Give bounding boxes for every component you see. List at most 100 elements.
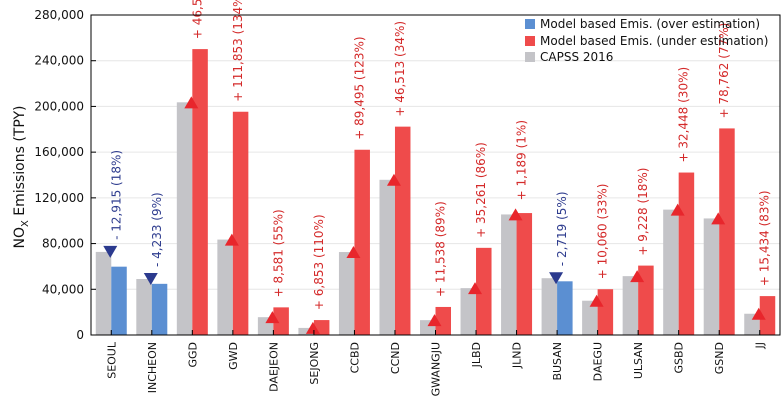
bar-model-ggd xyxy=(192,49,208,335)
y-tick-label: 240,000 xyxy=(34,54,84,68)
bar-capss-daegu xyxy=(582,300,598,335)
bar-model-ulsan xyxy=(638,265,654,335)
marker-incheon xyxy=(143,273,158,285)
marker-seoul xyxy=(103,245,118,258)
bar-capss-gsnd xyxy=(703,218,720,335)
marker-gsnd xyxy=(711,212,726,225)
annotation-sejong: + 6,853 (110%) xyxy=(312,214,326,310)
y-tick-label: 280,000 xyxy=(34,8,84,22)
bar-model-daejeon xyxy=(273,307,289,335)
x-tick-label: DAEJEON xyxy=(267,342,280,392)
x-tick-label: DAEGU xyxy=(592,342,605,381)
y-tick-label: 0 xyxy=(76,328,84,342)
marker-ulsan xyxy=(630,270,645,283)
marker-ccbd xyxy=(346,246,361,259)
bar-capss-seoul xyxy=(95,251,112,335)
annotation-incheon: - 4,233 (9%) xyxy=(150,192,164,267)
annotation-gwd: + 111,853 (134%) xyxy=(231,0,245,102)
legend-label-over: Model based Emis. (over estimation) xyxy=(540,17,760,31)
bar-capss-ulsan xyxy=(622,276,639,335)
bar-model-ccbd xyxy=(354,149,370,335)
annotation-gsnd: + 78,762 (77%) xyxy=(717,23,731,119)
y-tick-label: 40,000 xyxy=(42,282,84,296)
marker-daegu xyxy=(589,294,604,307)
bar-model-jj xyxy=(759,296,776,335)
markers xyxy=(103,96,766,334)
marker-busan xyxy=(549,272,564,285)
bars xyxy=(95,49,776,335)
bar-model-gwd xyxy=(232,111,249,335)
x-tick-label: GSBD xyxy=(673,342,686,374)
x-tick-label: INCHEON xyxy=(146,342,159,393)
legend-label-capss: CAPSS 2016 xyxy=(540,50,613,64)
marker-gsbd xyxy=(670,203,685,216)
bar-capss-jlnd xyxy=(501,214,517,335)
annotation-jlbd: + 35,261 (86%) xyxy=(474,142,488,238)
y-axis-label-rest: Emissions (TPY) xyxy=(12,105,28,220)
y-tick-label: 80,000 xyxy=(42,237,84,251)
marker-daejeon xyxy=(265,311,280,324)
bar-capss-jlbd xyxy=(460,288,477,335)
legend-label-under: Model based Emis. (under estimation) xyxy=(540,34,768,48)
annotation-gwangju: + 11,538 (89%) xyxy=(434,201,448,297)
x-tick-label: CCND xyxy=(389,342,402,374)
bar-model-jlbd xyxy=(476,247,492,335)
x-tick-label: SEOUL xyxy=(105,341,118,379)
annotation-jlnd: + 1,189 (1%) xyxy=(515,120,529,200)
marker-jlnd xyxy=(508,208,523,221)
bar-model-gwangju xyxy=(435,306,451,335)
bar-model-jlnd xyxy=(516,213,533,335)
bar-capss-sejong xyxy=(298,327,314,335)
bar-capss-ggd xyxy=(176,102,193,335)
bar-model-ccnd xyxy=(394,126,411,335)
bar-capss-busan xyxy=(541,278,558,335)
x-tick-label: GSND xyxy=(713,342,726,374)
y-axis-label-subscript: X xyxy=(20,220,31,227)
annotation-busan: - 2,719 (5%) xyxy=(555,191,569,266)
x-tick-label: JLND xyxy=(511,342,524,369)
annotation-ccnd: + 46,513 (34%) xyxy=(393,21,407,117)
bar-model-seoul xyxy=(111,266,127,335)
x-tick-label: GGD xyxy=(186,342,199,368)
annotation-ccbd: + 89,495 (123%) xyxy=(352,36,366,139)
bar-capss-gsbd xyxy=(663,209,679,335)
bar-model-busan xyxy=(557,281,573,335)
marker-gwangju xyxy=(427,314,442,327)
marker-sejong xyxy=(305,321,320,334)
x-tick-label: CCBD xyxy=(348,342,361,373)
marker-jj xyxy=(751,307,766,320)
y-tick-label: 160,000 xyxy=(34,145,84,159)
marker-gwd xyxy=(224,233,239,246)
bar-capss-gwd xyxy=(217,239,233,335)
x-ticks: SEOUL INCHEON GGD GWD DAEJEON SEJONG CCBD CCND G… xyxy=(105,330,767,396)
annotations: - 12,915 (18%) - 4,233 (9%) + 46,562 (23%)… xyxy=(109,0,771,310)
legend-swatch-capss xyxy=(525,52,535,62)
y-axis-label: NOX Emissions (TPY) xyxy=(12,105,31,248)
bar-model-incheon xyxy=(151,283,168,335)
marker-jlbd xyxy=(468,282,483,295)
x-tick-label: GWD xyxy=(227,342,240,370)
bar-capss-ccnd xyxy=(379,179,395,335)
marker-ccnd xyxy=(386,173,401,186)
annotation-daejeon: + 8,581 (55%) xyxy=(271,209,285,297)
x-tick-label: JJ xyxy=(754,342,767,350)
bar-model-gsbd xyxy=(678,172,695,335)
x-tick-label: BUSAN xyxy=(551,342,564,381)
y-ticks: 0 40,000 80,000 120,000 160,000 200,000 240,00… xyxy=(34,8,96,342)
bar-model-daegu xyxy=(597,289,614,335)
legend: Model based Emis. (over estimation) Mode… xyxy=(525,17,768,64)
annotation-jj: + 15,434 (83%) xyxy=(758,190,772,286)
x-tick-label: SEJONG xyxy=(308,342,321,385)
annotation-gsbd: + 32,448 (30%) xyxy=(677,67,691,163)
x-tick-label: ULSAN xyxy=(632,342,645,379)
marker-ggd xyxy=(184,96,199,109)
annotation-seoul: - 12,915 (18%) xyxy=(109,150,123,240)
annotation-ulsan: + 9,228 (18%) xyxy=(636,168,650,256)
bar-capss-incheon xyxy=(136,279,152,335)
legend-swatch-over xyxy=(525,19,535,29)
legend-swatch-under xyxy=(525,36,535,46)
x-tick-label: JLBD xyxy=(470,342,483,368)
x-tick-label: GWANGJU xyxy=(430,342,443,396)
y-tick-label: 120,000 xyxy=(34,191,84,205)
